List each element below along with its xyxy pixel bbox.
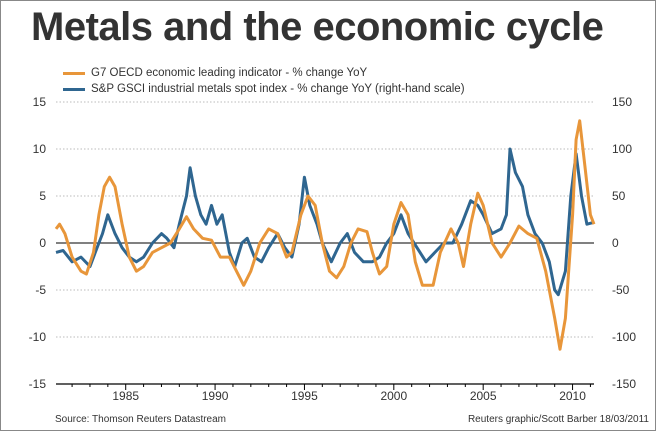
- left-tick-label: 5: [39, 189, 46, 203]
- left-tick-label: -5: [35, 283, 46, 297]
- left-tick-label: 0: [39, 236, 46, 250]
- left-tick-label: -15: [29, 377, 47, 391]
- source-note: Source: Thomson Reuters Datastream: [55, 414, 227, 425]
- right-tick-label: 50: [612, 189, 626, 203]
- x-tick-label: 2000: [380, 389, 407, 403]
- legend-label-oecd: G7 OECD economic leading indicator - % c…: [91, 67, 368, 79]
- right-tick-label: -100: [612, 330, 636, 344]
- right-tick-label: 150: [612, 95, 632, 109]
- right-tick-label: 100: [612, 142, 632, 156]
- series-line-oecd: [54, 119, 596, 351]
- right-tick-label: 0: [612, 236, 619, 250]
- right-tick-label: -50: [612, 283, 630, 297]
- right-tick-label: -150: [612, 377, 636, 391]
- legend-item-oecd: G7 OECD economic leading indicator - % c…: [63, 67, 367, 79]
- legend-item-gsci: S&P GSCI industrial metals spot index - …: [63, 83, 465, 95]
- left-tick-label: -10: [29, 330, 47, 344]
- x-tick-label: 1985: [112, 389, 139, 403]
- x-tick-label: 1990: [202, 389, 229, 403]
- x-tick-label: 2005: [470, 389, 497, 403]
- left-tick-label: 15: [33, 95, 47, 109]
- x-tick-label: 1995: [291, 389, 318, 403]
- chart-title: Metals and the economic cycle: [31, 5, 604, 49]
- x-tick-label: 2010: [559, 389, 586, 403]
- legend-swatch-oecd: [63, 71, 85, 75]
- series-line-gsci: [55, 147, 595, 297]
- legend-label-gsci: S&P GSCI industrial metals spot index - …: [91, 83, 465, 95]
- legend-swatch-gsci: [63, 87, 85, 91]
- credit-note: Reuters graphic/Scott Barber 18/03/2011: [467, 414, 649, 425]
- left-tick-label: 10: [33, 142, 47, 156]
